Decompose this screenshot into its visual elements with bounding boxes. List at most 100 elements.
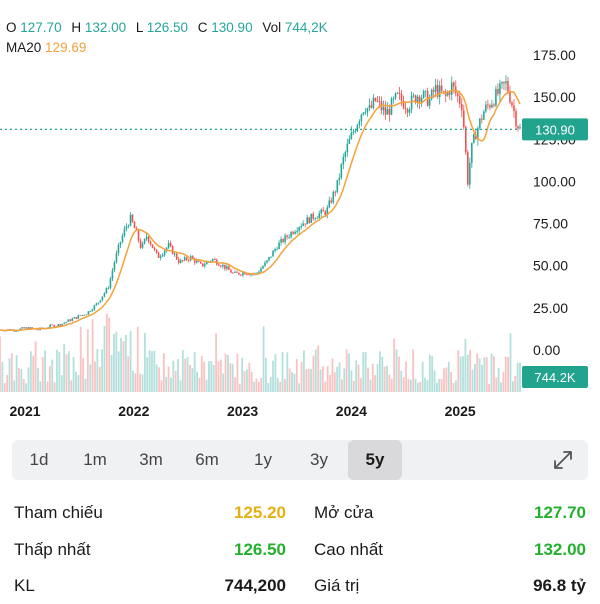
tab-5y[interactable]: 5y <box>348 440 402 480</box>
volume-stat-value: 744,200 <box>224 576 286 595</box>
volume-bar <box>438 378 441 392</box>
volume-bar <box>79 326 82 392</box>
volume-tag-box <box>522 366 588 388</box>
candle-body <box>238 272 240 275</box>
candle-body <box>424 90 427 92</box>
volume-bar <box>492 356 495 392</box>
volume-bar <box>483 357 486 392</box>
volume-bar <box>395 349 398 392</box>
volume-bar <box>98 366 101 392</box>
open-price-label: Mở cửa <box>314 503 374 522</box>
volume-bar <box>246 369 248 392</box>
volume-bar <box>440 378 443 392</box>
volume-bar <box>502 371 505 392</box>
volume-bar <box>481 364 483 392</box>
volume-label: Vol <box>262 20 282 35</box>
volume-bar <box>398 356 400 392</box>
candle-body <box>73 317 76 319</box>
candle-body <box>111 270 114 279</box>
candle-body <box>155 249 158 253</box>
volume-bar <box>193 351 196 392</box>
price-chart[interactable]: 175.00150.00125.00100.0075.0050.0025.000… <box>0 40 600 425</box>
volume-bar <box>288 368 291 392</box>
candle-body <box>23 327 25 329</box>
candle-body <box>163 250 166 255</box>
candle-body <box>67 319 70 322</box>
candle-body <box>294 231 296 234</box>
volume-bar <box>319 369 322 392</box>
candle-body <box>466 152 469 185</box>
volume-bar <box>158 367 160 392</box>
candle-body <box>378 101 381 102</box>
candle-body <box>191 256 194 259</box>
volume-bar <box>181 350 184 392</box>
tab-1y[interactable]: 1y <box>254 450 272 469</box>
candle-body <box>495 88 497 106</box>
candle-body <box>31 327 33 329</box>
volume-bar <box>155 364 158 392</box>
y-tick-label: 175.00 <box>533 47 576 63</box>
candle-body <box>85 314 88 316</box>
candle-body <box>258 271 260 273</box>
volume-bar <box>132 370 134 392</box>
volume-bar <box>248 362 251 392</box>
candle-body <box>101 296 104 301</box>
y-axis: 175.00150.00125.00100.0075.0050.0025.000… <box>533 47 576 358</box>
volume-bar <box>509 333 512 392</box>
candle-body <box>21 327 23 329</box>
volume-bar <box>70 380 73 392</box>
candle-body <box>137 230 140 241</box>
open-price-value: 127.70 <box>534 503 586 522</box>
volume-bar <box>478 358 481 392</box>
volume-bar <box>428 354 431 392</box>
price-tag-box <box>522 118 588 141</box>
tab-1d[interactable]: 1d <box>29 450 49 469</box>
volume-bar <box>75 371 77 392</box>
volume-bar <box>122 341 125 392</box>
volume-bar <box>279 381 282 392</box>
tab-3y[interactable]: 3y <box>310 450 328 469</box>
candle-body <box>432 89 435 92</box>
volume-bar <box>15 355 18 392</box>
volume-bar <box>257 381 260 392</box>
volume-bar <box>20 369 23 392</box>
candle-body <box>65 321 68 323</box>
price-tag: 130.90 <box>535 122 575 137</box>
volume-bar <box>407 378 410 392</box>
candle-body <box>260 268 262 272</box>
tab-6m[interactable]: 6m <box>195 450 219 469</box>
volume-bar <box>424 377 426 392</box>
volume-bar <box>22 379 25 392</box>
candle-body <box>127 225 130 227</box>
y-tick-label: 25.00 <box>533 300 568 316</box>
volume-bar <box>217 361 220 392</box>
volume-bar <box>234 377 236 392</box>
trade-value-value: 96.8 tỷ <box>533 576 586 595</box>
volume-bar <box>507 356 510 392</box>
candle-body <box>400 93 403 102</box>
volume-bar <box>77 374 80 392</box>
candle-body <box>354 131 357 132</box>
expand-icon[interactable] <box>552 449 574 471</box>
candle-body <box>392 98 395 100</box>
tab-3m[interactable]: 3m <box>139 450 163 469</box>
candle-body <box>416 96 419 103</box>
candle-body <box>27 327 29 330</box>
volume-bar <box>488 383 491 392</box>
tab-1m[interactable]: 1m <box>83 450 107 469</box>
candle-body <box>228 266 230 270</box>
candle-body <box>212 259 214 261</box>
candle-body <box>234 271 236 273</box>
volume-bar <box>400 370 403 392</box>
trade-value-label: Giá trị <box>314 576 360 595</box>
candle-body <box>402 101 405 109</box>
volume-bar <box>262 326 265 392</box>
candle-body <box>477 128 479 140</box>
candle-body <box>266 260 268 263</box>
candle-body <box>479 118 481 129</box>
candle-body <box>153 247 156 250</box>
volume-bar <box>464 338 467 392</box>
volume-bar <box>447 361 450 392</box>
volume-bar <box>139 373 141 392</box>
volume-bar <box>186 356 189 392</box>
